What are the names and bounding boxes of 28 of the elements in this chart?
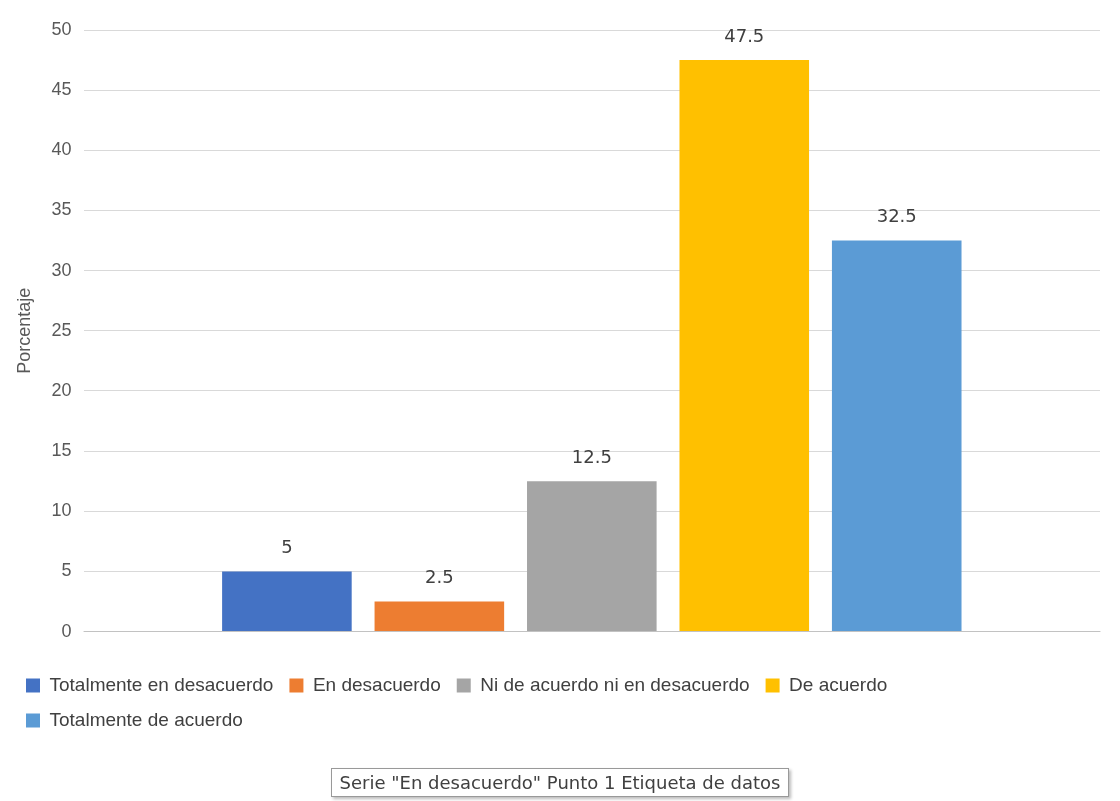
y-tick-label: 30 [51,259,72,280]
data-label: 2.5 [425,566,454,588]
y-tick-label: 45 [51,79,72,100]
legend-label: Totalmente de acuerdo [49,708,243,730]
bar [222,571,352,632]
data-label: 47.5 [724,24,765,46]
y-tick-label: 15 [51,440,72,461]
text: Serie "En desacuerdo" Punto 1 Etiqueta de datos [330,768,790,797]
legend-label: De acuerdo [789,673,888,695]
y-tick-label: 50 [51,18,72,39]
bar [831,240,962,632]
data-label: 12.5 [571,445,612,467]
y-tick-label: 20 [51,379,72,400]
y-axis-title: Porcentaje [13,287,34,374]
y-tick-label: 10 [51,500,72,521]
y-tick-label: 25 [51,319,72,340]
y-tick-label: 5 [61,560,72,581]
legend-label: Totalmente en desacuerdo [49,673,274,695]
y-tick-label: 0 [61,620,72,641]
legend-label: Ni de acuerdo ni en desacuerdo [480,673,750,695]
bar [374,601,505,632]
bar [527,481,657,632]
y-tick-label: 40 [51,139,72,160]
legend-label: En desacuerdo [312,673,441,695]
data-label: 5 [281,536,293,558]
data-label: 32.5 [876,205,917,227]
bar [679,60,810,632]
y-tick-label: 35 [51,199,72,220]
